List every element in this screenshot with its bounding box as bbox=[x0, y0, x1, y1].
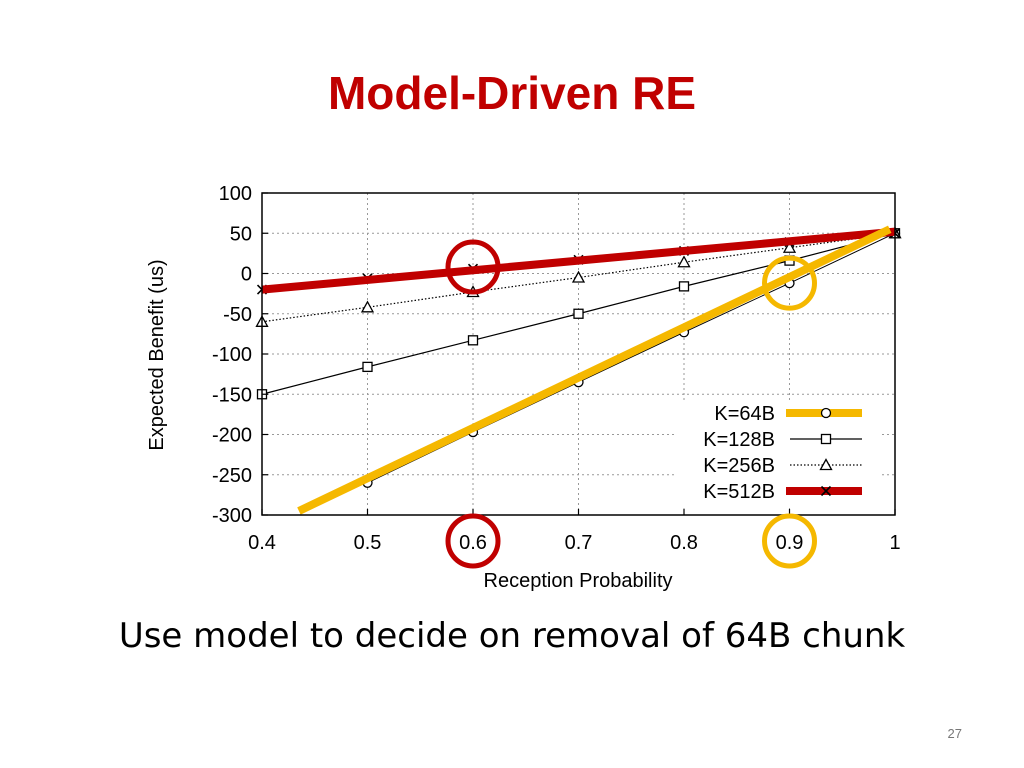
y-tick-label: -100 bbox=[212, 344, 252, 366]
data-point-k-128b bbox=[467, 335, 479, 346]
y-tick-label: -200 bbox=[212, 425, 252, 447]
legend-label-k-64b: K=64B bbox=[714, 403, 775, 425]
legend: K=64B K=128B K=256B K=512B bbox=[676, 400, 881, 508]
data-point-k-128b bbox=[573, 308, 584, 319]
y-tick-label: -250 bbox=[212, 465, 252, 487]
annotation-circle-point bbox=[762, 255, 817, 311]
x-tick-label: 0.7 bbox=[565, 532, 593, 554]
page-number: 27 bbox=[947, 726, 962, 741]
data-point-k-256b bbox=[360, 300, 375, 313]
x-axis-label: Reception Probability bbox=[484, 570, 673, 592]
legend-label-k-128b: K=128B bbox=[703, 429, 775, 451]
y-axis-label: Expected Benefit (us) bbox=[146, 259, 168, 450]
data-point-k-256b bbox=[782, 240, 797, 253]
y-tick-label: 100 bbox=[219, 183, 252, 205]
y-tick-label: -150 bbox=[212, 384, 252, 406]
legend-label-k-512b: K=512B bbox=[703, 481, 775, 503]
legend-marker-k-64b bbox=[820, 407, 832, 419]
slide-caption: Use model to decide on removal of 64B ch… bbox=[118, 616, 906, 656]
annotation-circle-x-tick bbox=[445, 513, 501, 569]
legend-marker-k-256b bbox=[819, 458, 833, 471]
slide-title: Model-Driven RE bbox=[327, 67, 697, 119]
data-point-k-256b bbox=[677, 255, 691, 268]
x-tick-label: 0.8 bbox=[670, 532, 698, 554]
tick-labels: 0.4 0.5 0.6 0.7 0.8 0.9 1 100 50 0 -50 -100 -150 -200… bbox=[212, 183, 901, 554]
legend-marker-k-512b bbox=[820, 485, 832, 497]
x-tick-label: 0.9 bbox=[776, 532, 804, 554]
y-tick-label: 50 bbox=[230, 223, 252, 245]
x-tick-label: 0.6 bbox=[459, 532, 487, 554]
data-point-k-256b bbox=[571, 270, 586, 283]
annotations bbox=[445, 239, 817, 569]
y-tick-label: -50 bbox=[223, 304, 252, 326]
data-point-k-128b bbox=[678, 281, 690, 292]
highlight-layer bbox=[261, 225, 896, 515]
highlight-line-k-64b bbox=[297, 225, 892, 515]
x-tick-label: 0.5 bbox=[354, 532, 382, 554]
x-tick-label: 0.4 bbox=[248, 532, 276, 554]
data-point-k-128b bbox=[362, 361, 373, 373]
x-tick-label: 1 bbox=[889, 532, 900, 554]
annotation-circle-x-tick bbox=[762, 513, 817, 569]
annotation-circle-point bbox=[445, 239, 501, 295]
y-tick-label: -300 bbox=[212, 505, 252, 527]
legend-marker-k-128b bbox=[820, 433, 832, 445]
highlight-line-k-512b bbox=[261, 227, 896, 294]
legend-label-k-256b: K=256B bbox=[703, 455, 775, 477]
y-tick-label: 0 bbox=[241, 264, 252, 286]
